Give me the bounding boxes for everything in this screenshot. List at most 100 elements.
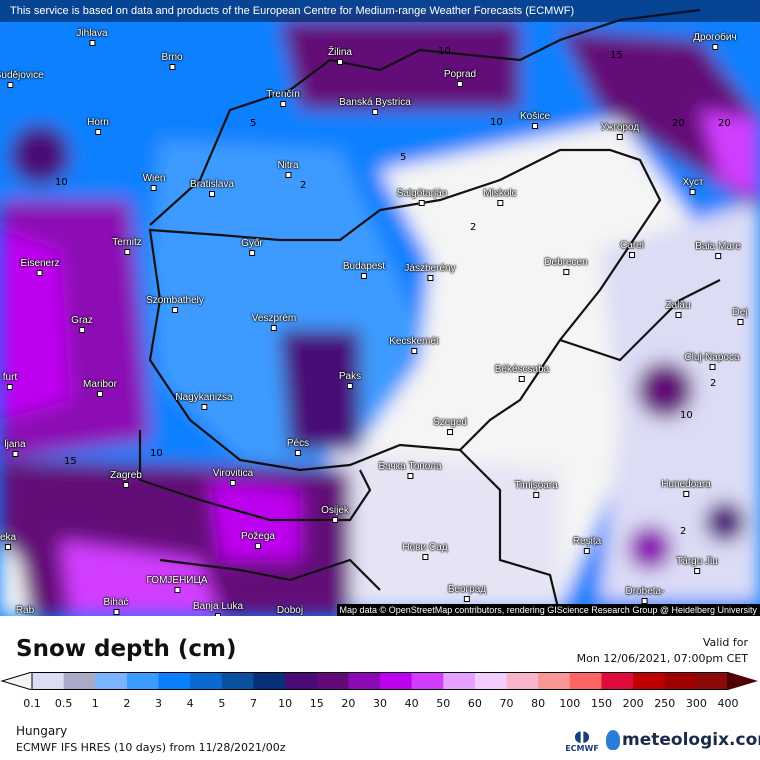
- snow-depth-map[interactable]: This service is based on data and produc…: [0, 0, 760, 616]
- city-marker-icon: [169, 64, 175, 70]
- city-marker-icon: [271, 325, 277, 331]
- city-name: Budapest: [342, 261, 386, 272]
- city-label: Reșița: [573, 536, 601, 554]
- city-label: Bratislava: [190, 179, 234, 197]
- city-name: Jihlava: [76, 28, 108, 39]
- city-label: Београд: [448, 584, 486, 602]
- city-marker-icon: [694, 568, 700, 574]
- map-fill: [0, 0, 760, 616]
- city-marker-icon: [254, 543, 261, 549]
- city-name: Târgu Jiu: [676, 556, 718, 567]
- city-name: Banská Bystrica: [339, 97, 411, 108]
- city-marker-icon: [583, 548, 590, 554]
- city-marker-icon: [173, 587, 180, 593]
- city-marker-icon: [331, 517, 338, 523]
- color-swatch: [443, 672, 476, 690]
- tick-label: 150: [590, 697, 612, 710]
- contour-value-label: 15: [64, 456, 77, 467]
- color-swatch: [569, 672, 602, 690]
- city-label: Virovitica: [213, 468, 253, 486]
- contour-value-label: 10: [150, 448, 163, 459]
- tick-label: 1: [91, 697, 99, 710]
- city-label: Cluj-Napoca: [684, 352, 740, 370]
- below-range-arrow: [0, 672, 33, 690]
- city-label: ljana: [4, 439, 26, 457]
- tick-label: 50: [436, 697, 451, 710]
- city-marker-icon: [294, 450, 301, 456]
- city-label: Jászberény: [404, 263, 456, 281]
- city-label: Pécs: [287, 438, 309, 456]
- city-name: Salgótarján: [396, 188, 448, 199]
- meteologix-logo-text: meteologix.com: [622, 730, 760, 750]
- city-label: Zagreb: [110, 470, 142, 488]
- city-name: Cluj-Napoca: [684, 352, 740, 363]
- city-name: Győr: [241, 238, 263, 249]
- city-marker-icon: [11, 451, 18, 457]
- contour-value-label: 2: [710, 378, 717, 389]
- city-marker-icon: [172, 307, 178, 313]
- city-marker-icon: [711, 44, 718, 50]
- tick-label: 10: [278, 697, 293, 710]
- tick-label: 200: [622, 697, 644, 710]
- city-name: Nitra: [277, 160, 299, 171]
- city-label: eka: [0, 532, 16, 550]
- city-marker-icon: [360, 273, 367, 279]
- city-label: Baia Mare: [695, 241, 741, 259]
- contour-value-label: 2: [300, 180, 307, 191]
- city-name: Debrecen: [544, 257, 588, 268]
- city-name: Szeged: [433, 417, 467, 428]
- color-swatch: [95, 672, 128, 690]
- contour-value-label: 10: [680, 410, 693, 421]
- map-attribution[interactable]: Map data © OpenStreetMap contributors, r…: [336, 604, 760, 616]
- city-label: Banja Luka: [193, 601, 243, 616]
- city-label: Zalău: [665, 300, 691, 318]
- color-swatch: [506, 672, 539, 690]
- city-marker-icon: [6, 82, 13, 88]
- city-marker-icon: [214, 613, 221, 616]
- city-name: Baia Mare: [695, 241, 741, 252]
- city-name: Rab: [15, 605, 35, 616]
- city-marker-icon: [248, 250, 255, 256]
- city-name: Doboj: [276, 605, 304, 616]
- contour-value-label: 20: [718, 118, 731, 129]
- city-label: Békéscsaba: [495, 364, 549, 382]
- tick-label: 15: [309, 697, 324, 710]
- contour-value-label: 2: [680, 526, 687, 537]
- ecmwf-logo-text: ECMWF: [565, 744, 599, 753]
- city-name: Békéscsaba: [494, 364, 550, 375]
- color-swatch: [221, 672, 254, 690]
- city-marker-icon: [229, 480, 236, 486]
- meteologix-logo[interactable]: meteologix.com: [606, 730, 760, 750]
- city-marker-icon: [123, 249, 130, 255]
- city-name: Poprad: [443, 69, 477, 80]
- city-name: Reșița: [572, 536, 602, 547]
- contour-value-label: 15: [610, 50, 623, 61]
- city-name: Banja Luka: [192, 601, 244, 612]
- city-label: Dej: [732, 307, 748, 325]
- city-label: ské Budějovice: [0, 70, 44, 88]
- city-name: ГОМЈЕНИЦА: [146, 575, 208, 586]
- city-marker-icon: [407, 473, 413, 479]
- city-label: Trenčín: [266, 89, 300, 107]
- city-name: Paks: [338, 371, 362, 382]
- city-label: Ternitz: [112, 237, 142, 255]
- city-name: ské Budějovice: [0, 70, 44, 81]
- city-name: Дрогобич: [693, 32, 737, 43]
- color-swatch: [696, 672, 729, 690]
- tick-label: 70: [499, 697, 514, 710]
- tick-label: 30: [373, 697, 387, 710]
- tick-label: 7: [249, 697, 257, 710]
- city-label: Nagykanizsa: [175, 392, 233, 410]
- city-label: Maribor: [83, 379, 117, 397]
- city-marker-icon: [411, 348, 417, 354]
- color-swatch: [126, 672, 160, 690]
- city-name: Ternitz: [112, 237, 142, 248]
- city-label: Хуст: [683, 177, 703, 195]
- contour-value-label: 5: [250, 118, 257, 129]
- city-marker-icon: [97, 391, 103, 397]
- city-marker-icon: [446, 429, 453, 435]
- city-name: Нови Сад: [402, 542, 448, 553]
- city-name: Brno: [161, 52, 183, 63]
- city-marker-icon: [209, 191, 215, 197]
- city-name: Bihać: [103, 597, 129, 608]
